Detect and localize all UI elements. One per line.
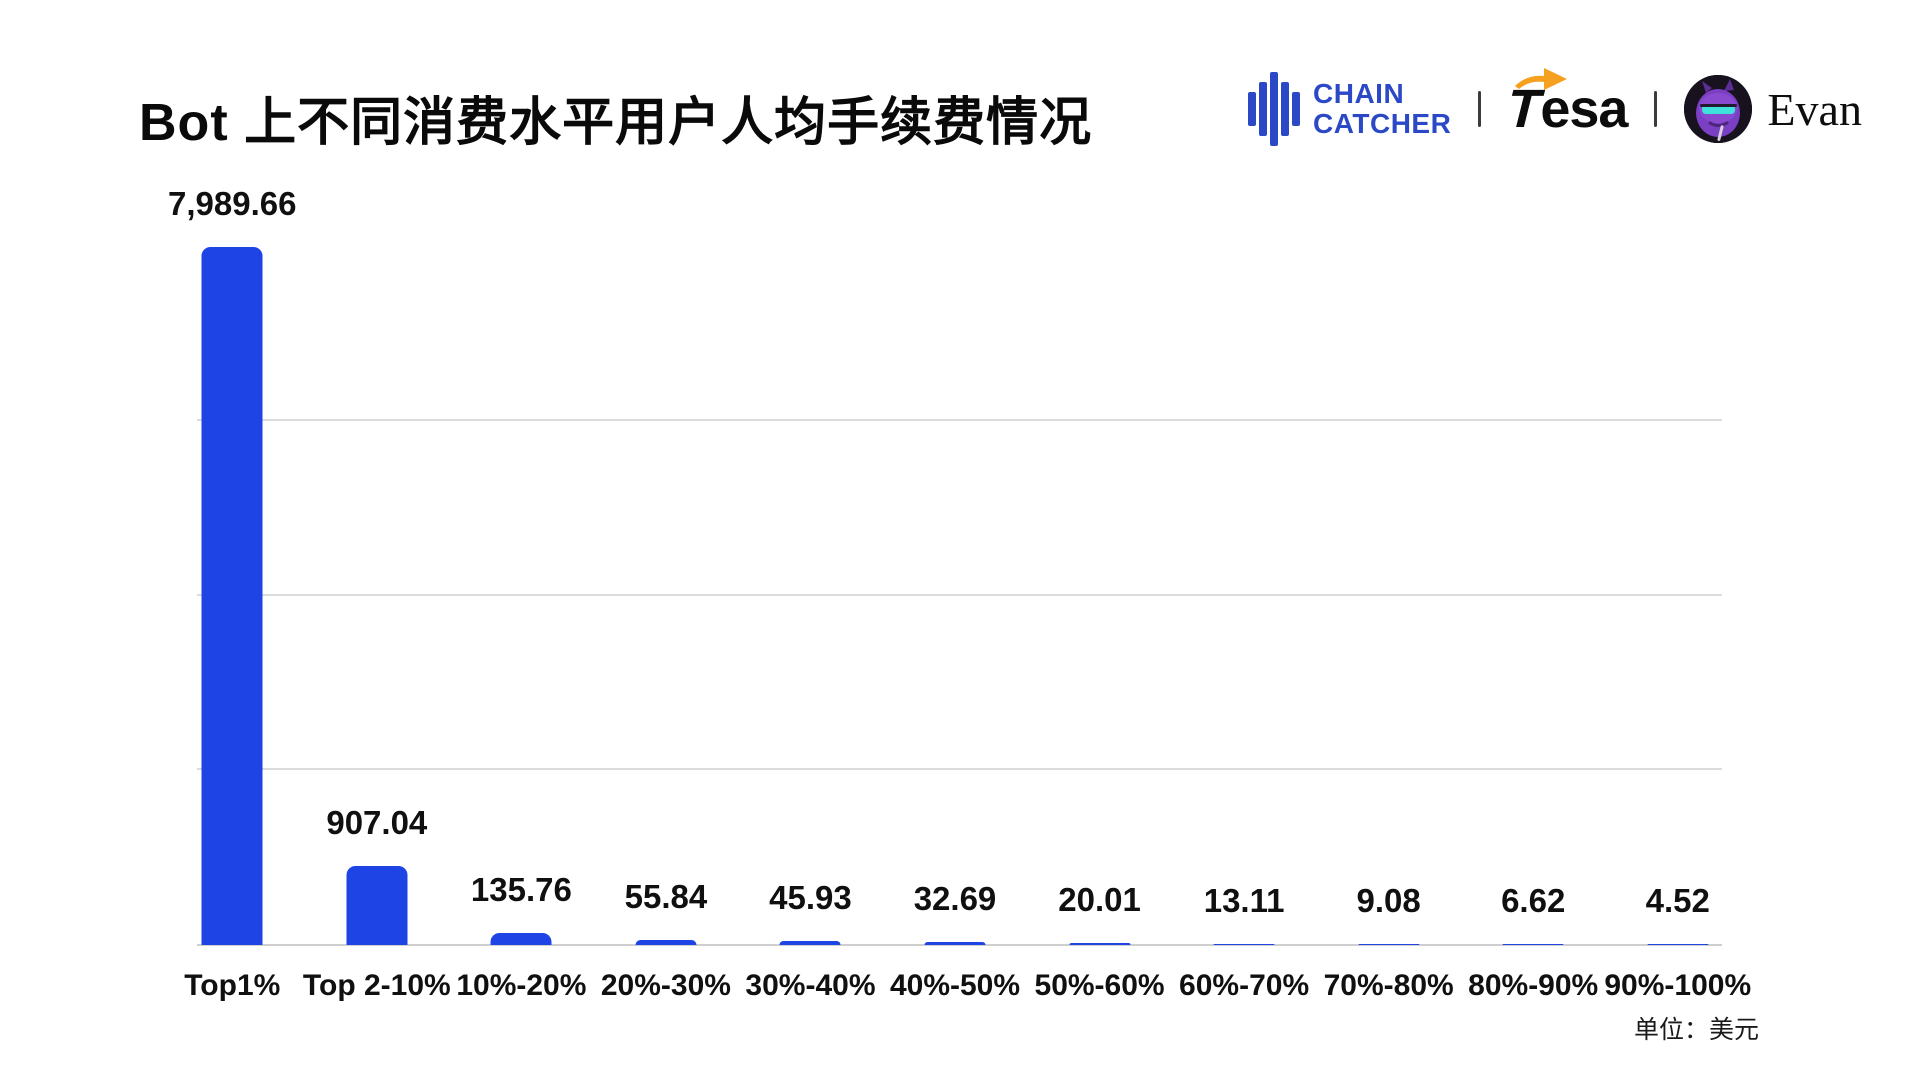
tesa-letters-esa: esa (1540, 79, 1628, 139)
bar (346, 865, 408, 945)
gridline (197, 418, 1722, 421)
chart-column: 32.69 40%-50% (883, 246, 1028, 1002)
bar (490, 933, 552, 945)
evan-logo: Evan (1684, 75, 1862, 143)
evan-name: Evan (1767, 83, 1862, 135)
x-axis-tick-label: 60%-70% (1179, 969, 1310, 1002)
bar (1502, 944, 1564, 945)
bar (1069, 943, 1131, 945)
bar-value-label: 13.11 (1203, 881, 1285, 919)
grid-layer (197, 246, 1722, 946)
x-axis-tick-label: 90%-100% (1604, 969, 1752, 1002)
tesa-logo: Tesa (1501, 68, 1629, 139)
chart-columns: 7,989.66 Top1% 907.04 Top 2-10% 135.76 1… (160, 185, 1751, 1002)
bar-value-label: 20.01 (1058, 881, 1141, 919)
chaincatcher-icon (1248, 72, 1300, 146)
logo-separator (1478, 91, 1482, 127)
bar-value-label: 9.08 (1356, 882, 1421, 919)
gridline (197, 593, 1722, 596)
x-axis-tick-label: 10%-20% (456, 969, 587, 1002)
logo-row: CHAIN CATCHER Tesa Evan (1248, 64, 1862, 154)
evan-monster-icon (1684, 75, 1753, 143)
x-axis-tick-label: Top1% (184, 969, 281, 1002)
gridline (197, 768, 1722, 771)
evan-avatar (1684, 75, 1753, 143)
chaincatcher-line2: CATCHER (1313, 108, 1452, 139)
chart-column: 907.04 Top 2-10% (303, 246, 451, 1002)
x-axis-tick-label: 80%-90% (1468, 969, 1599, 1002)
bar (1358, 944, 1420, 945)
bar-value-label: 7,989.66 (168, 184, 297, 222)
page-title: Bot 上不同消费水平用户人均手续费情况 (139, 94, 1093, 152)
chart-column: 6.62 80%-90% (1461, 246, 1606, 1002)
x-axis-line (197, 944, 1722, 946)
tesa-arrow-icon (1515, 68, 1568, 90)
x-axis-tick-label: 40%-50% (889, 969, 1021, 1002)
x-axis-tick-label: 20%-30% (600, 969, 731, 1002)
chart-column: 4.52 90%-100% (1604, 246, 1751, 1002)
chart-column: 55.84 20%-30% (594, 246, 739, 1002)
bar-value-label: 135.76 (470, 871, 572, 909)
bar-value-label: 45.93 (769, 879, 852, 916)
bar (1647, 944, 1709, 945)
bar (779, 941, 841, 945)
unit-note: 单位：美元 (1634, 1016, 1760, 1044)
x-axis-tick-label: Top 2-10% (302, 969, 451, 1002)
bar-value-label: 6.62 (1501, 882, 1566, 919)
x-axis-tick-label: 50%-60% (1034, 969, 1165, 1002)
chaincatcher-logo: CHAIN CATCHER (1248, 71, 1451, 147)
x-axis-tick-label: 30%-40% (745, 969, 876, 1002)
bar (1213, 943, 1275, 945)
bar (635, 940, 697, 945)
chart-column: 7,989.66 Top1% (160, 185, 305, 1002)
tesa-wordmark: Tesa (1501, 79, 1629, 139)
x-axis-tick-label: 70%-80% (1323, 969, 1454, 1002)
chart-column: 13.11 60%-70% (1172, 246, 1317, 1002)
chart-column: 9.08 70%-80% (1316, 246, 1461, 1002)
bar-value-label: 4.52 (1645, 882, 1710, 919)
bar-value-label: 55.84 (624, 878, 708, 916)
bar-value-label: 907.04 (326, 803, 428, 841)
chart-column: 20.01 50%-60% (1027, 246, 1172, 1002)
bar (201, 246, 263, 945)
bar-chart: 7,989.66 Top1% 907.04 Top 2-10% 135.76 1… (160, 185, 1751, 1002)
chaincatcher-wordmark: CHAIN CATCHER (1313, 77, 1452, 139)
bar (924, 942, 986, 945)
chart-column: 135.76 10%-20% (449, 246, 594, 1002)
bar-value-label: 32.69 (913, 880, 997, 918)
logo-separator (1654, 91, 1658, 127)
chart-column: 45.93 30%-40% (738, 246, 883, 1002)
chaincatcher-line1: CHAIN (1313, 77, 1405, 109)
